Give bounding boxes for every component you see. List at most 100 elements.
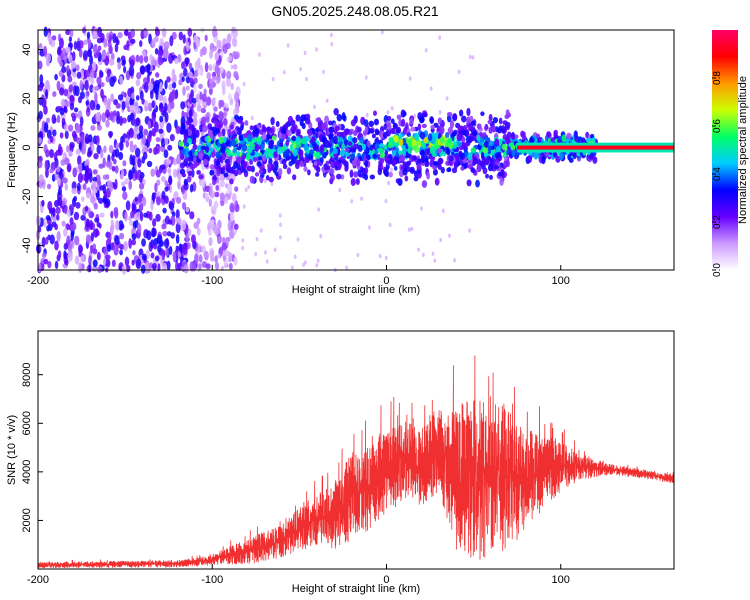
spectrogram-cell [337,159,342,164]
spectrogram-cell [266,134,272,140]
spectrogram-cell [265,174,270,181]
spectrogram-cell [106,102,111,108]
spectrogram-cell [116,39,120,46]
spectrogram-cell [317,207,321,212]
spectrogram-cell [232,64,238,70]
spectrogram-cell [429,86,433,91]
spectrogram-cell [379,157,385,165]
spectrogram-cell [260,173,265,178]
spectrogram-cell [382,131,388,139]
spectrogram-cell [224,196,229,205]
spectrogram-cell [226,148,232,157]
spectrogram-cell [85,90,90,97]
spectrogram-cell [259,128,264,135]
spectrogram-cell [460,166,465,171]
spectrogram-cell [87,38,92,49]
spectrogram-cell [168,83,173,91]
spectrogram-cell [229,124,235,130]
spectrogram-cell [71,130,77,139]
spectrogram-cell [101,112,107,123]
spectrogram-cell [333,135,338,145]
x-tick-label: -100 [201,574,223,586]
spectrogram-cell [402,168,408,176]
spectrogram-cell [96,37,102,44]
spectrogram-cell [201,46,207,56]
spectrogram-cell [255,236,259,242]
spectrogram-cell [488,113,493,122]
spectrogram-cell [227,183,233,193]
spectrogram-cell [117,61,122,70]
spectrogram-cell [315,172,320,177]
spectrogram-cell [77,172,83,184]
spectrogram-cell [141,253,147,261]
spectrogram-cell [325,98,329,104]
spectrogram-cell [281,133,286,140]
spectrogram-cell [505,159,510,168]
spectrogram-cell [89,68,95,79]
spectrogram-cell [69,102,75,111]
spectrogram-cell [204,145,210,153]
spectrogram-cell [92,248,98,255]
spectrogram-cell [91,180,97,187]
spectrogram-cell [329,168,335,175]
spectrogram-cell [103,246,109,257]
spectrogram-cell [90,232,94,242]
spectrogram-cell [171,68,176,79]
spectrogram-cell [214,255,218,264]
spectrogram-cell [164,80,168,90]
spectrogram-cell [175,234,180,244]
spectrogram-cell [119,75,124,85]
spectrogram-cell [451,131,457,137]
spectrogram-cell [38,174,44,183]
spectrogram-cell [242,204,246,209]
spectrogram-cell [462,128,467,136]
spectrogram-cell [171,77,176,83]
spectrogram-cell [390,127,396,135]
spectrogram-cell [189,77,194,83]
spectrogram-cell [232,148,237,154]
spectrogram-cell [246,152,251,161]
spectrogram-cell [159,81,163,93]
spectrogram-cell [202,124,208,133]
spectrogram-cell [175,222,181,234]
spectrogram-cell [63,205,68,215]
spectrogram-cell [62,177,68,184]
spectrogram-cell [132,250,136,256]
spectrogram-cell [484,125,489,130]
spectrogram-cell [264,149,269,157]
spectrogram-cell [92,188,98,194]
spectrogram-cell [392,149,397,157]
spectrogram-cell [383,144,388,150]
spectrogram-cell [495,160,500,166]
spectrogram-cell [135,211,142,221]
spectrogram-cell [37,225,42,233]
spectrogram-cell [100,82,105,88]
spectrogram-cell [494,152,501,159]
spectrogram-cell [178,79,183,86]
spectrogram-cell [124,256,130,267]
spectrogram-cell [228,93,232,101]
spectrogram-cell [90,76,95,85]
spectrogram-cell [84,205,89,212]
spectrogram-cell [177,54,182,63]
spectrogram-cell [51,173,56,182]
spectrogram-cell [292,174,297,181]
spectrogram-cell [322,122,328,130]
spectrogram-cell [242,81,246,87]
spectrogram-cell [205,263,211,270]
spectrogram-cell [93,202,98,210]
spectrogram-cell [439,136,445,144]
spectrogram-cell [191,97,197,104]
spectrogram-cell [167,144,173,151]
spectrogram-cell [161,250,166,261]
spectrogram-cell [120,168,125,180]
spectrogram-cell [185,85,190,91]
spectrogram-cell [197,69,203,76]
spectrogram-cell [332,147,338,155]
spectrogram-cell [188,62,193,71]
spectrogram-cell [390,167,394,172]
spectrogram-cell [291,135,297,142]
spectrogram-cell [67,124,74,132]
spectrogram-cell [115,103,121,109]
spectrogram-cell [65,29,71,36]
